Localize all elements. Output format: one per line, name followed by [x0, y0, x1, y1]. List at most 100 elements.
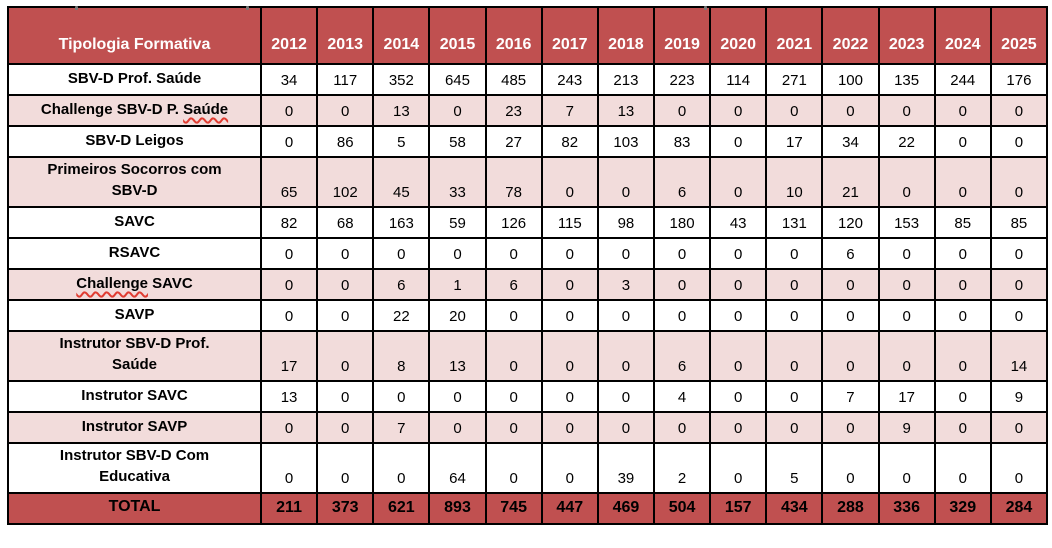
- value-cell[interactable]: 0: [540, 156, 599, 208]
- value-cell[interactable]: 0: [596, 330, 655, 382]
- value-cell[interactable]: 0: [372, 237, 431, 270]
- value-cell[interactable]: 4: [652, 380, 712, 413]
- total-value-cell[interactable]: 373: [316, 492, 375, 525]
- header-tipologia-formativa[interactable]: Tipologia Formativa: [7, 6, 262, 65]
- value-cell[interactable]: 163: [372, 206, 431, 239]
- value-cell[interactable]: 0: [877, 94, 936, 127]
- row-label[interactable]: Instrutor SBV-D Com Educativa: [7, 442, 262, 494]
- value-cell[interactable]: 135: [877, 63, 936, 96]
- value-cell[interactable]: 17: [765, 125, 824, 158]
- value-cell[interactable]: 0: [316, 299, 375, 332]
- value-cell[interactable]: 645: [428, 63, 487, 96]
- value-cell[interactable]: 0: [821, 330, 880, 382]
- value-cell[interactable]: 39: [596, 442, 655, 494]
- value-cell[interactable]: 0: [596, 237, 655, 270]
- value-cell[interactable]: 34: [821, 125, 880, 158]
- value-cell[interactable]: 78: [484, 156, 543, 208]
- total-value-cell[interactable]: 211: [259, 492, 319, 525]
- value-cell[interactable]: 100: [821, 63, 880, 96]
- value-cell[interactable]: 83: [652, 125, 712, 158]
- value-cell[interactable]: 5: [765, 442, 824, 494]
- value-cell[interactable]: 0: [709, 237, 768, 270]
- value-cell[interactable]: 0: [765, 411, 824, 444]
- value-cell[interactable]: 13: [596, 94, 655, 127]
- value-cell[interactable]: 0: [596, 299, 655, 332]
- value-cell[interactable]: 0: [765, 330, 824, 382]
- value-cell[interactable]: 0: [933, 156, 992, 208]
- value-cell[interactable]: 17: [259, 330, 319, 382]
- value-cell[interactable]: 0: [484, 411, 543, 444]
- row-label[interactable]: SBV-D Leigos: [7, 125, 262, 158]
- value-cell[interactable]: 0: [484, 380, 543, 413]
- value-cell[interactable]: 0: [877, 268, 936, 301]
- value-cell[interactable]: 6: [652, 330, 712, 382]
- year-header-2021[interactable]: 2021: [765, 6, 824, 65]
- value-cell[interactable]: 0: [652, 268, 712, 301]
- value-cell[interactable]: 0: [316, 442, 375, 494]
- year-header-2020[interactable]: 2020: [709, 6, 768, 65]
- value-cell[interactable]: 102: [316, 156, 375, 208]
- value-cell[interactable]: 0: [877, 442, 936, 494]
- value-cell[interactable]: 244: [933, 63, 992, 96]
- value-cell[interactable]: 117: [316, 63, 375, 96]
- value-cell[interactable]: 0: [484, 442, 543, 494]
- value-cell[interactable]: 0: [316, 237, 375, 270]
- value-cell[interactable]: 0: [877, 237, 936, 270]
- row-label[interactable]: Instrutor SBV-D Prof. Saúde: [7, 330, 262, 382]
- value-cell[interactable]: 7: [540, 94, 599, 127]
- value-cell[interactable]: 0: [316, 330, 375, 382]
- value-cell[interactable]: 0: [428, 411, 487, 444]
- value-cell[interactable]: 0: [709, 299, 768, 332]
- value-cell[interactable]: 0: [540, 237, 599, 270]
- total-value-cell[interactable]: 893: [428, 492, 487, 525]
- value-cell[interactable]: 0: [316, 268, 375, 301]
- value-cell[interactable]: 0: [989, 442, 1049, 494]
- total-value-cell[interactable]: 745: [484, 492, 543, 525]
- value-cell[interactable]: 0: [933, 94, 992, 127]
- value-cell[interactable]: 22: [372, 299, 431, 332]
- value-cell[interactable]: 45: [372, 156, 431, 208]
- value-cell[interactable]: 0: [484, 237, 543, 270]
- value-cell[interactable]: 0: [484, 299, 543, 332]
- year-header-2019[interactable]: 2019: [652, 6, 712, 65]
- value-cell[interactable]: 223: [652, 63, 712, 96]
- value-cell[interactable]: 0: [933, 237, 992, 270]
- row-label[interactable]: SBV-D Prof. Saúde: [7, 63, 262, 96]
- value-cell[interactable]: 0: [709, 94, 768, 127]
- value-cell[interactable]: 485: [484, 63, 543, 96]
- row-label[interactable]: Challenge SAVC: [7, 268, 262, 301]
- value-cell[interactable]: 0: [372, 442, 431, 494]
- total-value-cell[interactable]: 288: [821, 492, 880, 525]
- value-cell[interactable]: 0: [933, 330, 992, 382]
- value-cell[interactable]: 6: [484, 268, 543, 301]
- value-cell[interactable]: 1: [428, 268, 487, 301]
- value-cell[interactable]: 0: [540, 442, 599, 494]
- row-label[interactable]: Instrutor SAVC: [7, 380, 262, 413]
- total-value-cell[interactable]: 284: [989, 492, 1049, 525]
- year-header-2023[interactable]: 2023: [877, 6, 936, 65]
- value-cell[interactable]: 34: [259, 63, 319, 96]
- year-header-2016[interactable]: 2016: [484, 6, 543, 65]
- value-cell[interactable]: 0: [596, 380, 655, 413]
- value-cell[interactable]: 3: [596, 268, 655, 301]
- value-cell[interactable]: 352: [372, 63, 431, 96]
- value-cell[interactable]: 0: [709, 442, 768, 494]
- total-value-cell[interactable]: 621: [372, 492, 431, 525]
- value-cell[interactable]: 9: [877, 411, 936, 444]
- value-cell[interactable]: 0: [765, 94, 824, 127]
- year-header-2025[interactable]: 2025: [989, 6, 1049, 65]
- value-cell[interactable]: 0: [989, 125, 1049, 158]
- value-cell[interactable]: 0: [259, 411, 319, 444]
- value-cell[interactable]: 0: [989, 156, 1049, 208]
- year-header-2024[interactable]: 2024: [933, 6, 992, 65]
- row-label[interactable]: RSAVC: [7, 237, 262, 270]
- total-value-cell[interactable]: 447: [540, 492, 599, 525]
- value-cell[interactable]: 0: [821, 299, 880, 332]
- value-cell[interactable]: 0: [316, 380, 375, 413]
- value-cell[interactable]: 33: [428, 156, 487, 208]
- value-cell[interactable]: 27: [484, 125, 543, 158]
- value-cell[interactable]: 126: [484, 206, 543, 239]
- year-header-2022[interactable]: 2022: [821, 6, 880, 65]
- value-cell[interactable]: 0: [989, 237, 1049, 270]
- value-cell[interactable]: 86: [316, 125, 375, 158]
